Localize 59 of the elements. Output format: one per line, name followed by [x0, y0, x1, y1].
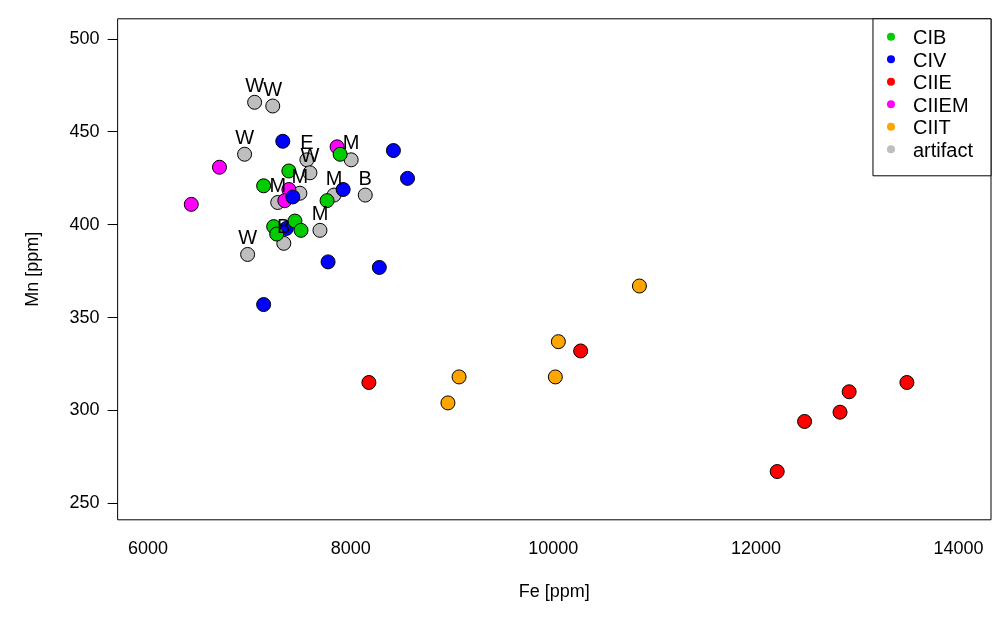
point: [265, 98, 281, 114]
x-axis-title: Fe [ppm]: [518, 581, 590, 602]
y-tick-label: 400: [69, 213, 100, 234]
x-tick-label: 14000: [933, 537, 984, 558]
annotation: W: [263, 77, 283, 100]
annotation: W: [245, 73, 265, 96]
point: [183, 196, 199, 212]
annotation: W: [235, 125, 255, 148]
point: [832, 404, 848, 420]
x-tick-label: 6000: [128, 537, 169, 558]
point: [320, 254, 336, 270]
point: [573, 343, 589, 359]
legend-label: CIIE: [912, 71, 952, 94]
point: [631, 278, 647, 294]
point: [797, 413, 813, 429]
point: [237, 146, 253, 162]
y-tick-label: 350: [69, 306, 100, 327]
annotation: M: [291, 164, 309, 187]
annotation: M: [269, 174, 287, 197]
point: [275, 133, 291, 149]
point: [451, 369, 467, 385]
point: [256, 297, 272, 313]
annotation: M: [311, 201, 329, 224]
point: [440, 395, 456, 411]
point: [357, 187, 373, 203]
point: [371, 259, 387, 275]
point: [343, 152, 359, 168]
legend-label: CIIT: [912, 116, 951, 139]
point: [211, 159, 227, 175]
y-axis-title: Mn [ppm]: [21, 231, 42, 307]
point: [285, 189, 301, 205]
x-tick-label: 8000: [330, 537, 371, 558]
legend-label: artifact: [912, 138, 974, 161]
point: [256, 178, 272, 194]
point: [293, 222, 309, 238]
annotation: M: [325, 166, 343, 189]
point: [361, 374, 377, 390]
point: [247, 94, 263, 110]
point: [547, 369, 563, 385]
legend-label: CIIEM: [912, 93, 969, 116]
x-tick-label: 10000: [528, 537, 579, 558]
annotation: W: [238, 225, 258, 248]
legend-label: CIB: [912, 26, 947, 49]
point: [400, 170, 416, 186]
point: [769, 464, 785, 480]
point: [550, 334, 566, 350]
x-tick-label: 12000: [730, 537, 781, 558]
legend-label: CIV: [912, 48, 947, 71]
point: [899, 374, 915, 390]
annotation: M: [342, 131, 360, 154]
y-tick-label: 300: [69, 399, 100, 420]
y-tick-label: 500: [69, 28, 100, 49]
point: [240, 246, 256, 262]
y-tick-label: 250: [69, 492, 100, 513]
y-tick-label: 450: [69, 120, 100, 141]
annotation: B: [358, 166, 372, 189]
point: [312, 222, 328, 238]
point: [385, 143, 401, 159]
point: [841, 384, 857, 400]
